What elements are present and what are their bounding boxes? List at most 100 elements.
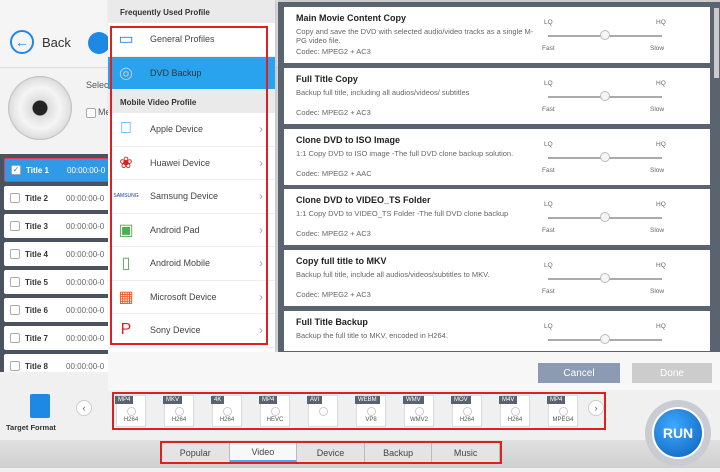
- title-checkbox[interactable]: [10, 361, 20, 371]
- title-duration: 00:00:00-0: [66, 277, 105, 287]
- dvd-icon: [88, 32, 110, 54]
- profile-item-label: DVD Backup: [150, 67, 202, 78]
- disc-icon: [8, 76, 72, 140]
- quality-slider-handle[interactable]: [600, 151, 610, 162]
- quality-slow-label: Slow: [650, 288, 665, 296]
- quality-slider-handle[interactable]: [600, 30, 610, 40]
- tab-music[interactable]: Music: [432, 443, 500, 462]
- merge-checkbox[interactable]: [86, 108, 96, 118]
- format-item[interactable]: MP4 HEVC: [259, 395, 290, 427]
- quality-fast-label: Fast: [542, 105, 555, 113]
- profile-menu: Frequently Used Profile ▭ General Profile…: [108, 0, 276, 352]
- profile-card[interactable]: Clone DVD to ISO Image 1:1 Copy DVD to IS…: [284, 128, 710, 185]
- format-item[interactable]: WEBM VP8: [355, 395, 386, 427]
- profile-desc: 1:1 Copy DVD to VIDEO_TS Folder -The ful…: [296, 209, 509, 219]
- profile-card[interactable]: Copy full title to MKV Backup full title,…: [284, 250, 710, 307]
- title-checkbox[interactable]: [10, 249, 20, 259]
- format-item[interactable]: M4V H264: [499, 395, 530, 427]
- profile-card[interactable]: Full Title Copy Backup full title, includ…: [284, 67, 710, 124]
- title-name: Title 8: [25, 361, 48, 371]
- film-reel-icon: [415, 407, 424, 416]
- huawei-icon: ❀: [119, 154, 133, 172]
- title-duration: 00:00:00-0: [67, 165, 106, 175]
- prev-format-button[interactable]: ‹: [76, 400, 92, 416]
- format-item[interactable]: 4K H264: [211, 395, 242, 427]
- quality-slider-handle[interactable]: [600, 273, 610, 284]
- profile-item[interactable]: P Sony Device ›: [108, 314, 275, 348]
- mobile-header: Mobile Video Profile: [108, 90, 275, 113]
- quality-hq-label: HQ: [656, 201, 666, 209]
- profile-card[interactable]: Clone DVD to VIDEO_TS Folder 1:1 Copy DVD…: [284, 189, 710, 246]
- title-checkbox[interactable]: [10, 333, 20, 343]
- title-checkbox[interactable]: [10, 277, 20, 287]
- profile-title: Clone DVD to ISO Image: [296, 134, 401, 145]
- profile-item[interactable]: ▯ Android Mobile ›: [108, 247, 275, 281]
- profile-item[interactable]: ▣ Android Pad ›: [108, 214, 275, 247]
- format-item[interactable]: MP4 H264: [115, 395, 146, 427]
- tab-popular[interactable]: Popular: [162, 443, 230, 462]
- back-label: Back: [42, 34, 71, 50]
- profile-title: Full Title Copy: [296, 73, 358, 84]
- quality-slow-label: Slow: [650, 105, 665, 113]
- title-row[interactable]: Title 6 00:00:00-0: [4, 298, 108, 322]
- tab-device[interactable]: Device: [297, 443, 365, 462]
- title-checkbox[interactable]: [10, 193, 20, 203]
- back-button[interactable]: ← Back: [10, 30, 71, 54]
- frequent-profile-list: ▭ General Profiles ◎ DVD Backup: [108, 23, 275, 90]
- profile-item-label: Android Pad: [150, 224, 200, 235]
- quality-hq-label: HQ: [656, 79, 666, 87]
- format-item[interactable]: MOV H264: [451, 395, 482, 427]
- quality-fast-label: Fast: [542, 227, 555, 235]
- title-checkbox[interactable]: ✓: [11, 165, 21, 175]
- profile-item[interactable]: ▦ Microsoft Device ›: [108, 281, 275, 314]
- quality-lq-label: LQ: [544, 79, 553, 87]
- title-row[interactable]: Title 3 00:00:00-0: [4, 214, 108, 238]
- profile-desc: Backup full title, include all audios/vi…: [296, 270, 490, 280]
- quality-slider-handle[interactable]: [600, 212, 610, 223]
- run-button[interactable]: RUN: [652, 407, 704, 459]
- tab-backup[interactable]: Backup: [364, 443, 433, 462]
- profile-item[interactable]: SAMSUNG Samsung Device ›: [108, 180, 275, 214]
- profile-item[interactable]: ▭ General Profiles: [108, 23, 275, 57]
- playstation-icon: P: [120, 321, 132, 339]
- format-tag: AVI: [307, 396, 323, 404]
- target-format-icon[interactable]: [30, 394, 50, 418]
- format-item[interactable]: AVI: [307, 395, 338, 427]
- tab-video[interactable]: Video: [229, 443, 298, 462]
- profile-item[interactable]:  Apple Device ›: [108, 113, 275, 147]
- profile-item[interactable]: ◎ DVD Backup: [108, 56, 275, 90]
- quality-slow-label: Slow: [650, 227, 665, 235]
- format-item[interactable]: MP4 MPEG4: [547, 395, 578, 427]
- format-item[interactable]: WMV WMV2: [403, 395, 434, 427]
- title-row[interactable]: Title 7 00:00:00-0: [4, 326, 108, 350]
- title-row[interactable]: ✓ Title 1 00:00:00-0: [4, 158, 108, 182]
- profile-title: Main Movie Content Copy: [296, 13, 406, 23]
- title-row[interactable]: Title 8 00:00:00-0: [4, 354, 108, 372]
- format-codec: MPEG4: [552, 417, 574, 423]
- format-item[interactable]: MKV H264: [163, 395, 194, 427]
- done-button[interactable]: Done: [632, 363, 712, 383]
- scrollbar[interactable]: [714, 8, 719, 78]
- profile-card[interactable]: Main Movie Content Copy Copy and save the…: [284, 7, 710, 63]
- title-row[interactable]: Title 4 00:00:00-0: [4, 242, 108, 266]
- cancel-button[interactable]: Cancel: [538, 363, 620, 383]
- title-checkbox[interactable]: [10, 221, 20, 231]
- profile-item[interactable]: ❀ Huawei Device ›: [108, 147, 275, 180]
- quality-slider-handle[interactable]: [600, 334, 610, 344]
- title-row[interactable]: Title 2 00:00:00-0: [4, 186, 108, 210]
- profile-item-label: Android Mobile: [150, 258, 211, 269]
- format-tag: WMV: [403, 396, 424, 404]
- samsung-icon: SAMSUNG: [113, 193, 139, 200]
- title-name: Title 7: [25, 333, 48, 343]
- next-format-button[interactable]: ›: [588, 400, 604, 416]
- profile-card[interactable]: Full Title Backup Backup the full title t…: [284, 311, 710, 351]
- quality-slider-handle[interactable]: [600, 90, 610, 101]
- format-tag: MP4: [115, 396, 134, 404]
- chevron-right-icon: ›: [259, 222, 263, 237]
- title-checkbox[interactable]: [10, 305, 20, 315]
- film-reel-icon: [223, 407, 232, 416]
- quality-lq-label: LQ: [544, 140, 553, 148]
- chevron-right-icon: ›: [259, 189, 263, 204]
- title-row[interactable]: Title 5 00:00:00-0: [4, 270, 108, 294]
- android-mobile-icon: ▯: [121, 255, 131, 273]
